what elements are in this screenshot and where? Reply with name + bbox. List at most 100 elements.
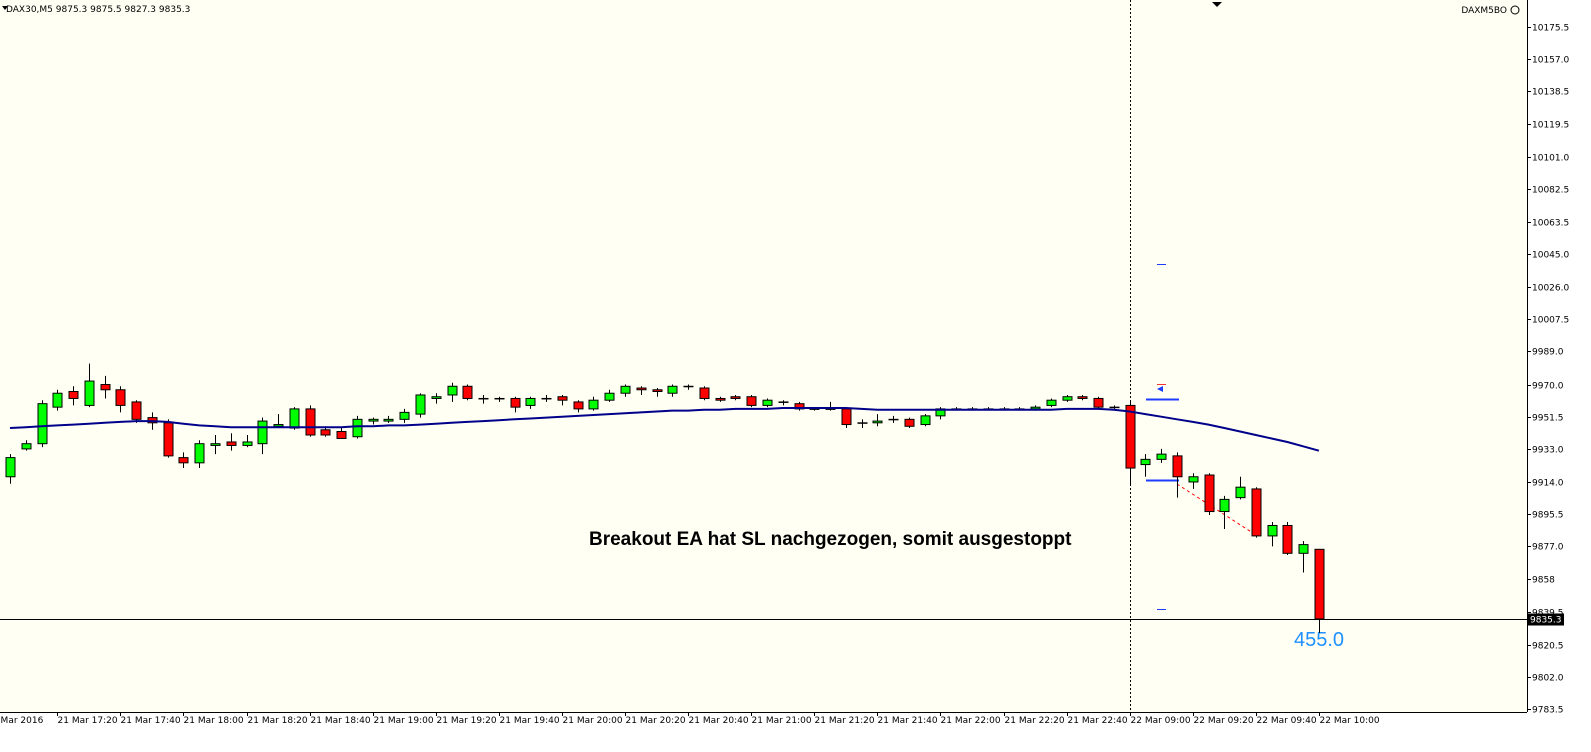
price-label: 9835.3 [1530,616,1562,626]
x-tick-label: 21 Mar 22:00 [941,716,1001,726]
candle-body [588,399,599,410]
entry-arrow [1157,386,1163,392]
candle-body [257,420,268,445]
candle-body [1204,474,1215,513]
x-tick-label: 21 Mar 19:00 [374,716,434,726]
candle-body [857,422,868,424]
candle-body [273,424,284,427]
candle-body [1298,544,1309,554]
candle-body [368,418,379,422]
x-tick-label: 22 Mar 09:20 [1194,716,1254,726]
x-tick-label: 21 Mar 22:40 [1068,716,1128,726]
x-tick-label: 21 Mar 19:20 [437,716,497,726]
candle-body [1235,486,1246,499]
candle-body [715,397,726,401]
candle-body [573,401,584,410]
y-tick-label: 10101.0 [1532,154,1569,164]
candle-body [21,443,32,450]
candle-body [683,385,694,388]
candle-body [37,403,48,445]
x-tick-label: 21 Mar 20:00 [563,716,623,726]
candle-body [652,389,663,392]
header-close: 9835.3 [159,5,191,15]
candle-body [242,441,253,446]
x-tick-label: 22 Mar 09:00 [1131,716,1191,726]
y-tick-label: 9970.0 [1532,382,1564,392]
shift-marker [1212,2,1222,7]
x-tick-label: 21 Mar 18:40 [311,716,371,726]
candle-body [431,396,442,399]
candle-body [841,408,852,426]
moving-average [9,407,1320,452]
x-tick-label: 21 Mar 2016 [0,716,44,726]
candle-body [1314,548,1325,620]
candle-body [525,397,536,406]
candle-body [1062,396,1073,401]
candle-body [872,420,883,424]
x-tick-label: 21 Mar 17:20 [58,716,118,726]
candle-body [1046,399,1057,406]
candle-body [888,418,899,421]
candle-body [1267,524,1278,537]
candle-body [163,422,174,457]
candle-body [305,408,316,436]
x-tick-label: 22 Mar 10:00 [1320,716,1380,726]
expert-icon [1510,5,1520,15]
candle-body [289,408,300,429]
candle-body [100,384,111,391]
y-tick-label: 9989.0 [1532,348,1564,358]
candle-body [1030,406,1041,410]
plot-background [0,0,1527,712]
y-tick-label: 10157.0 [1532,56,1569,66]
candle-body [920,415,931,426]
x-tick-label: 21 Mar 21:20 [815,716,875,726]
x-tick-label: 21 Mar 21:40 [878,716,938,726]
candle-body [636,387,647,391]
y-tick-label: 9820.5 [1532,642,1564,652]
x-tick-label: 21 Mar 17:40 [121,716,181,726]
x-tick-label: 22 Mar 09:40 [1257,716,1317,726]
candle-body [84,380,95,406]
candle-body [178,457,189,464]
trade-line [1176,483,1257,536]
candle-body [1219,498,1230,513]
symbol: DAX30,M5 [6,5,53,15]
candle-body [336,431,347,439]
candle-body [5,457,16,478]
y-tick-label: 9951.5 [1532,414,1564,424]
candle-body [131,401,142,420]
candle-body [52,392,63,408]
y-tick-label: 9783.5 [1532,706,1564,716]
candle-body [557,396,568,401]
x-tick-label: 21 Mar 20:40 [689,716,749,726]
x-tick-label: 21 Mar 18:20 [248,716,308,726]
chart-header: DAX30,M5 9875.3 9875.5 9827.3 9835.3 [6,5,190,15]
candle-body [1251,488,1262,537]
y-tick-label: 10045.0 [1532,251,1569,261]
header-arrow [2,6,8,10]
candle-body [730,396,741,399]
candle-body [1140,458,1151,466]
x-tick-label: 21 Mar 21:00 [752,716,812,726]
trade-markers [1146,264,1257,610]
candle-body [320,429,331,436]
x-tick-label: 21 Mar 19:40 [500,716,560,726]
y-tick-label: 9877.0 [1532,543,1564,553]
candle-body [1188,476,1199,483]
candle-body [1093,397,1104,408]
candle-body [1156,453,1167,460]
expert-name: DAXM5BO [1461,6,1507,16]
annotation: Breakout EA hat SL nachgezogen, somit au… [589,529,1072,550]
candle-body [1172,455,1183,478]
candle-body [68,390,79,399]
y-tick-label: 9858 [1532,576,1555,586]
y-tick-label: 10063.5 [1532,219,1569,229]
candle-body [383,418,394,422]
candle-body [210,443,221,446]
candle-body [667,385,678,394]
candle-body [1109,406,1120,409]
y-tick-label: 10082.5 [1532,186,1569,196]
y-tick-label: 10119.5 [1532,121,1569,131]
